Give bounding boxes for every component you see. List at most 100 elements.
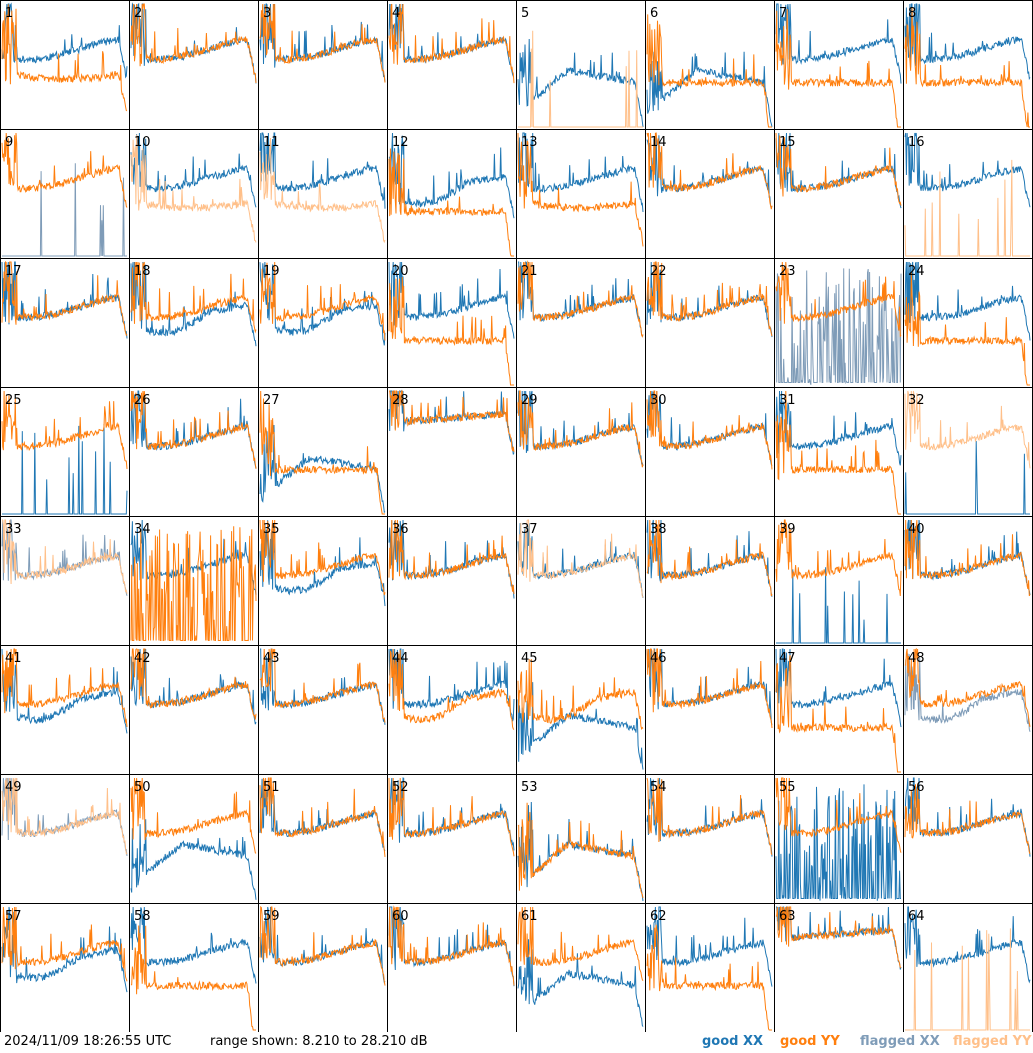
panel-label: 47 [779, 651, 796, 666]
panel-frame [774, 516, 904, 646]
panel-39: 39 [774, 516, 904, 646]
series-xx-48 [904, 653, 1031, 732]
panel-32: 32 [903, 387, 1033, 517]
panel-63: 63 [774, 903, 904, 1032]
series-yy-53 [517, 802, 644, 899]
series-yy-2 [130, 3, 257, 84]
panel-frame [129, 0, 259, 130]
panel-46: 46 [645, 645, 775, 775]
panel-frame [516, 645, 646, 775]
series-xx-55 [775, 784, 901, 901]
series-yy-27 [259, 390, 385, 515]
series-yy-60 [388, 905, 515, 986]
panel-26: 26 [129, 387, 259, 517]
panel-frame [258, 0, 388, 130]
panel-label: 1 [5, 6, 13, 21]
panel-label: 27 [263, 393, 280, 408]
series-yy-9 [1, 132, 128, 208]
series-yy-62 [646, 924, 772, 1031]
series-yy-51 [259, 777, 386, 857]
series-yy-14 [646, 132, 773, 210]
panel-label: 25 [5, 393, 22, 408]
panel-60: 60 [387, 903, 517, 1032]
panel-frame [387, 774, 517, 904]
series-yy-10 [130, 134, 257, 243]
panel-label: 54 [650, 780, 667, 795]
series-xx-25 [2, 423, 128, 515]
series-yy-43 [259, 648, 386, 723]
panel-frame [516, 258, 646, 388]
series-xx-19 [259, 261, 386, 346]
series-yy-59 [259, 905, 386, 986]
series-xx-20 [388, 261, 515, 339]
panel-label: 63 [779, 909, 796, 924]
panel-label: 31 [779, 393, 796, 408]
series-yy-12 [388, 148, 514, 257]
panel-40: 40 [903, 516, 1033, 646]
panel-frame [258, 774, 388, 904]
panel-label: 62 [650, 909, 667, 924]
panel-14: 14 [645, 129, 775, 259]
panel-frame [645, 258, 775, 388]
panel-7: 7 [774, 0, 904, 130]
panel-label: 58 [134, 909, 151, 924]
panel-label: 10 [134, 135, 151, 150]
panel-label: 37 [521, 522, 538, 537]
panel-label: 5 [521, 6, 529, 21]
series-xx-64 [904, 906, 1031, 984]
series-xx-41 [1, 648, 128, 734]
series-xx-12 [388, 132, 515, 219]
panel-56: 56 [903, 774, 1033, 904]
series-xx-24 [904, 261, 1031, 341]
series-yy-55 [775, 777, 902, 853]
series-yy-15 [775, 132, 902, 206]
panel-51: 51 [258, 774, 388, 904]
series-yy-61 [517, 906, 644, 981]
series-yy-46 [646, 648, 773, 729]
panel-label: 51 [263, 780, 280, 795]
panel-21: 21 [516, 258, 646, 388]
panel-50: 50 [129, 774, 259, 904]
panel-frame [645, 129, 775, 259]
panel-label: 55 [779, 780, 796, 795]
range-label: range shown: 8.210 to 28.210 dB [210, 1034, 428, 1049]
panel-label: 2 [134, 6, 142, 21]
panel-20: 20 [387, 258, 517, 388]
panel-frame [387, 0, 517, 130]
panel-label: 35 [263, 522, 280, 537]
series-yy-52 [388, 777, 515, 857]
panel-label: 60 [392, 909, 409, 924]
panel-frame [645, 0, 775, 130]
panel-label: 15 [779, 135, 796, 150]
series-yy-20 [388, 276, 514, 386]
panel-frame [387, 645, 517, 775]
panel-label: 53 [521, 780, 538, 795]
panel-frame [774, 129, 904, 259]
series-yy-64 [905, 928, 1030, 1031]
series-yy-56 [904, 783, 1031, 854]
series-xx-61 [517, 939, 644, 1027]
panel-27: 27 [258, 387, 388, 517]
panel-23: 23 [774, 258, 904, 388]
series-yy-45 [517, 659, 644, 731]
series-yy-1 [1, 4, 128, 112]
footer-bar: 2024/11/09 18:26:55 UTC range shown: 8.2… [0, 1033, 1033, 1053]
panel-frame [0, 129, 130, 259]
panel-label: 28 [392, 393, 409, 408]
panel-19: 19 [258, 258, 388, 388]
series-xx-44 [388, 648, 515, 722]
panel-frame [387, 387, 517, 517]
panel-frame [258, 387, 388, 517]
panel-58: 58 [129, 903, 259, 1032]
series-yy-19 [259, 261, 386, 341]
series-yy-22 [646, 261, 773, 337]
panel-label: 23 [779, 264, 796, 279]
panel-label: 19 [263, 264, 280, 279]
panel-53: 53 [516, 774, 646, 904]
series-yy-25 [1, 390, 128, 469]
legend-flagged-yy: flagged YY [953, 1034, 1032, 1049]
panel-25: 25 [0, 387, 130, 517]
panel-17: 17 [0, 258, 130, 388]
panel-frame [903, 774, 1033, 904]
panel-label: 34 [134, 522, 151, 537]
